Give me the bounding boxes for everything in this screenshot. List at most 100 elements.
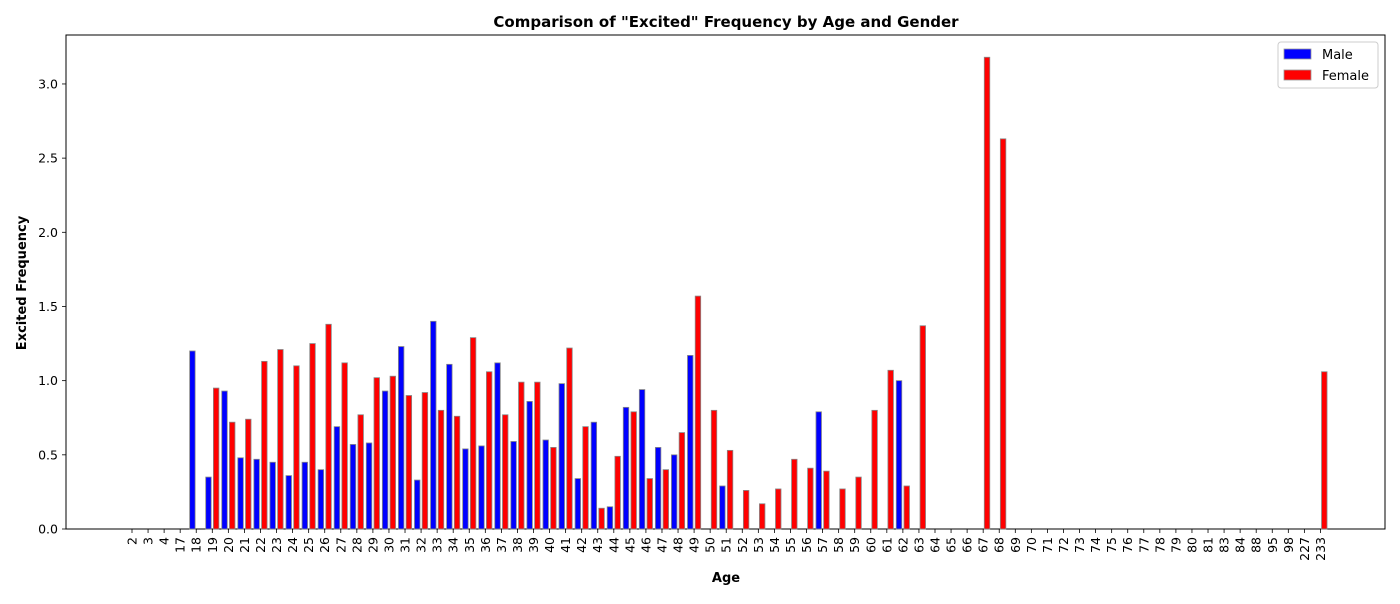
bar-female-56: [807, 467, 814, 530]
x-tick-label: 31: [398, 537, 413, 553]
x-tick-label: 70: [1024, 537, 1039, 553]
x-tick-label: 81: [1201, 537, 1216, 553]
x-tick-label: 57: [815, 537, 830, 553]
bar-female-23: [277, 349, 284, 530]
bar-female-52: [742, 490, 750, 530]
bar-male-40: [542, 439, 549, 530]
x-tick-label: 38: [510, 537, 525, 553]
x-tick-label: 45: [622, 537, 637, 553]
x-tick-label: 61: [879, 537, 894, 553]
bar-male-32: [414, 479, 421, 530]
x-tick-label: 71: [1040, 537, 1055, 553]
x-tick-label: 66: [960, 537, 975, 553]
bar-female-45: [630, 411, 637, 530]
x-tick-label: 44: [606, 537, 621, 553]
bar-male-36: [478, 445, 485, 530]
bar-female-53: [759, 503, 766, 530]
bar-female-44: [614, 455, 621, 530]
bar-female-37: [502, 414, 509, 530]
x-tick-label: 54: [767, 537, 782, 553]
bar-female-36: [486, 371, 493, 530]
bar-female-28: [357, 414, 364, 530]
bar-female-55: [791, 458, 798, 530]
bar-male-48: [671, 454, 678, 530]
bar-female-59: [855, 476, 862, 530]
bar-male-23: [269, 461, 276, 530]
bar-male-20: [221, 390, 228, 530]
x-tick-label: 64: [928, 537, 943, 553]
x-tick-label: 51: [719, 537, 734, 553]
y-tick-label: 2.5: [38, 151, 58, 166]
x-tick-label: 32: [414, 537, 429, 553]
bar-female-26: [325, 323, 332, 530]
bar-female-22: [261, 360, 268, 530]
bar-male-38: [510, 441, 517, 530]
x-tick-label: 52: [735, 537, 750, 553]
bar-female-62: [903, 485, 910, 530]
x-tick-label: 36: [478, 537, 493, 553]
x-tick-label: 63: [911, 537, 926, 553]
bar-male-30: [381, 390, 389, 530]
bar-female-51: [726, 449, 734, 530]
x-tick-label: 34: [446, 537, 461, 553]
x-tick-label: 2: [125, 537, 140, 545]
bar-female-60: [871, 409, 878, 530]
x-tick-label: 4: [157, 537, 172, 545]
y-axis-label: Excited Frequency: [15, 215, 30, 350]
bar-male-25: [301, 461, 308, 530]
x-tick-label: 95: [1265, 537, 1280, 553]
x-tick-label: 26: [317, 537, 332, 553]
bar-female-47: [662, 469, 669, 530]
bar-male-27: [333, 426, 341, 530]
bar-female-67: [983, 56, 991, 530]
x-tick-label: 79: [1168, 537, 1183, 553]
x-tick-label: 69: [1008, 537, 1023, 553]
x-tick-label: 83: [1217, 537, 1232, 553]
x-tick-label: 17: [173, 537, 188, 553]
bar-male-49: [687, 355, 694, 530]
bar-female-20: [229, 421, 236, 530]
x-tick-label: 67: [976, 537, 991, 553]
bar-female-61: [887, 369, 894, 530]
bar-female-57: [823, 470, 830, 530]
bar-male-21: [237, 457, 244, 530]
bar-female-30: [389, 375, 396, 530]
legend-label-male: Male: [1322, 48, 1353, 63]
y-axis: 0.0 0.5 1.0 1.5 2.0 2.5 3.0: [38, 76, 66, 537]
x-tick-label: 3: [141, 537, 156, 545]
x-tick-label: 72: [1056, 537, 1071, 553]
bar-male-51: [719, 485, 726, 530]
y-tick-label: 0.5: [38, 447, 58, 462]
x-tick-label: 88: [1249, 537, 1264, 553]
bar-male-44: [606, 506, 614, 530]
bar-female-38: [518, 381, 525, 530]
bar-male-37: [494, 362, 501, 530]
x-tick-label: 22: [253, 537, 268, 553]
bar-female-33: [437, 409, 445, 530]
bar-male-29: [365, 442, 373, 530]
bar-female-42: [582, 426, 589, 530]
x-tick-label: 60: [863, 537, 878, 553]
x-tick-label: 41: [558, 537, 573, 553]
x-axis: 2 3 4 17 18 19 20 21 22 23 24 25 26 27 28 29 30 31 32 33 34 3…: [125, 529, 1328, 561]
bar-female-39: [534, 381, 541, 530]
x-tick-label: 77: [1136, 537, 1151, 553]
x-tick-label: 233: [1313, 537, 1328, 561]
bar-female-19: [212, 387, 220, 530]
x-tick-label: 49: [687, 537, 702, 553]
x-tick-label: 50: [703, 537, 718, 553]
bar-male-22: [253, 458, 260, 530]
x-tick-label: 59: [847, 537, 862, 553]
bar-female-31: [405, 395, 413, 530]
bar-female-34: [453, 415, 461, 530]
x-tick-label: 75: [1104, 537, 1119, 553]
x-tick-label: 30: [381, 537, 396, 553]
bar-female-25: [309, 343, 316, 530]
bar-female-21: [245, 418, 252, 530]
x-tick-label: 39: [526, 537, 541, 553]
bar-female-32: [421, 392, 429, 530]
x-tick-label: 29: [365, 537, 380, 553]
legend-swatch-male: [1283, 48, 1312, 60]
